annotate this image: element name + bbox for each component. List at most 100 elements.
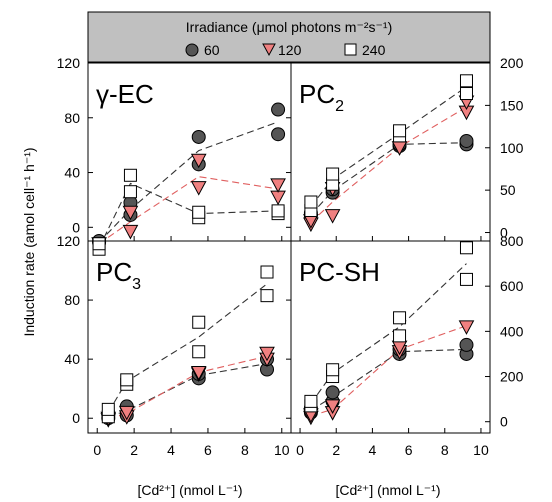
y-tick-label: 200 [500, 369, 524, 385]
fit-line-60 [310, 142, 467, 216]
legend-entry-240: 240 [344, 42, 386, 58]
point-120 [259, 346, 275, 362]
point-120 [324, 399, 341, 414]
point-240 [192, 345, 206, 359]
x-tick-label: 10 [473, 442, 489, 458]
point-240 [92, 237, 106, 251]
x-axis-title-right: [Cd²⁺] (nmol L⁻¹) [335, 482, 440, 498]
point-240 [326, 167, 340, 181]
fit-line-60 [98, 121, 279, 243]
x-tick-label: 10 [274, 442, 290, 458]
fit-line-120 [310, 106, 467, 223]
y-tick-label: 800 [500, 233, 524, 249]
point-120 [122, 205, 139, 221]
y-tick-label: 100 [500, 140, 524, 156]
point-240 [393, 329, 407, 343]
panel-title-subscript: 2 [335, 98, 344, 115]
panel-2: 0 40 80 120 0 2 4 6 8 10 PC3 [57, 233, 292, 458]
fit-line-60 [310, 348, 467, 411]
point-240 [123, 185, 137, 199]
legend-label-60: 60 [204, 42, 220, 58]
point-60 [191, 129, 206, 144]
point-240 [393, 124, 407, 138]
point-120 [118, 405, 135, 421]
legend-box [87, 11, 491, 63]
panel-title: PC3 [96, 257, 141, 293]
legend-title: Irradiance (μmol photons m⁻²s⁻¹) [186, 19, 392, 35]
panel-title-subscript: 3 [132, 276, 141, 293]
y-tick-label: 80 [64, 110, 80, 126]
y-tick-label: 0 [500, 225, 508, 241]
legend-marker-120 [262, 43, 276, 57]
y-tick-label: 0 [500, 414, 508, 430]
point-240 [192, 315, 206, 329]
y-axis-title: Induction rate (amol cell⁻¹ h⁻¹) [21, 147, 37, 336]
point-60 [459, 337, 474, 352]
legend-label-240: 240 [362, 42, 386, 58]
point-240 [120, 373, 134, 387]
point-60 [459, 133, 474, 148]
fit-line-120 [98, 176, 279, 245]
legend-label-120: 120 [278, 42, 302, 58]
point-120 [270, 190, 286, 206]
y-tick-label: 0 [72, 410, 80, 426]
point-240 [304, 394, 318, 408]
point-240 [260, 265, 274, 279]
point-120 [270, 178, 286, 193]
point-240 [304, 195, 318, 209]
fit-line-240 [310, 86, 467, 207]
point-120 [122, 224, 139, 240]
point-240 [459, 74, 473, 88]
fit-line-240 [107, 283, 268, 413]
y-tick-label: 150 [500, 97, 524, 113]
y-tick-label: 0 [72, 219, 80, 235]
y-tick-label: 600 [500, 278, 524, 294]
point-240 [459, 272, 473, 286]
x-axis-title-left: [Cd²⁺] (nmol L⁻¹) [137, 482, 242, 498]
x-tick-label: 6 [204, 442, 212, 458]
x-tick-label: 2 [332, 442, 340, 458]
legend-marker-60 [185, 43, 199, 57]
y-tick-label: 40 [64, 351, 80, 367]
point-240 [192, 205, 206, 219]
fit-line-120 [310, 325, 467, 417]
x-tick-label: 4 [369, 442, 377, 458]
point-120 [190, 153, 207, 169]
y-tick-label: 80 [64, 292, 80, 308]
y-tick-label: 200 [500, 55, 524, 71]
point-120 [324, 209, 341, 224]
panel-3: 0 200 400 600 800 0 2 4 6 8 10 PC-SH [290, 233, 524, 458]
point-120 [190, 365, 207, 381]
panel-0: 0 40 80 120 γ-EC [57, 55, 292, 256]
legend-marker-240 [344, 43, 357, 56]
panel-title: PC-SH [299, 257, 380, 287]
point-240 [393, 311, 407, 325]
x-tick-label: 8 [441, 442, 449, 458]
point-240 [459, 241, 473, 255]
y-tick-label: 120 [57, 55, 81, 71]
legend-entry-120: 120 [262, 42, 302, 58]
point-60 [271, 127, 286, 142]
point-240 [459, 87, 473, 101]
y-tick-label: 120 [57, 233, 81, 249]
legend-entry-60: 60 [185, 42, 220, 58]
point-60 [325, 385, 340, 400]
x-tick-label: 2 [130, 442, 138, 458]
panel-1: 0 50 100 150 200 PC2 [290, 55, 524, 242]
panel-frame [290, 240, 491, 434]
x-tick-label: 0 [93, 442, 101, 458]
point-240 [101, 402, 115, 416]
x-tick-label: 0 [296, 442, 304, 458]
point-240 [326, 363, 340, 377]
y-tick-label: 50 [500, 182, 516, 198]
x-tick-label: 6 [405, 442, 413, 458]
y-tick-label: 400 [500, 323, 524, 339]
point-240 [271, 204, 285, 218]
x-tick-label: 8 [241, 442, 249, 458]
y-tick-label: 40 [64, 165, 80, 181]
point-120 [190, 181, 207, 196]
fit-line-240 [310, 263, 467, 404]
panel-title: γ-EC [96, 79, 154, 109]
